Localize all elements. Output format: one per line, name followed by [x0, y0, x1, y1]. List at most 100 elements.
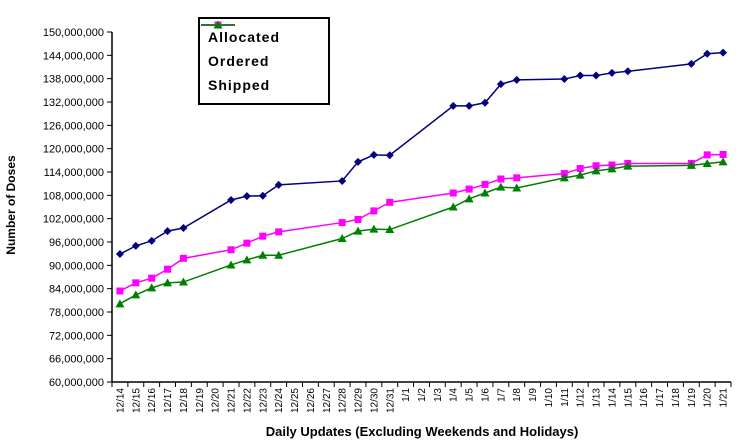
marker-ordered-12-31 [386, 198, 394, 206]
marker-ordered-12-15 [132, 279, 140, 287]
x-axis-tick-label: 12/31 [385, 388, 396, 413]
x-axis-tick-label: 1/17 [655, 388, 666, 408]
marker-shipped-1-5 [464, 194, 474, 203]
marker-ordered-12-21 [227, 246, 235, 254]
marker-shipped-12-16 [147, 283, 157, 292]
marker-allocated-12-29 [354, 157, 363, 166]
y-axis-tick-label: 144,000,000 [43, 50, 104, 62]
marker-shipped-12-28 [337, 234, 347, 242]
series-allocated [115, 48, 728, 259]
y-axis-title: Number of Doses [4, 155, 18, 255]
x-axis-tick-label: 12/24 [274, 388, 285, 413]
y-axis-tick-label: 60,000,000 [49, 377, 104, 389]
y-axis-tick-label: 72,000,000 [49, 330, 104, 342]
x-axis-tick-label: 12/25 [290, 388, 301, 413]
marker-shipped-1-21 [718, 157, 728, 166]
x-axis-tick-label: 12/18 [179, 388, 190, 413]
y-axis-tick-label: 138,000,000 [43, 74, 104, 86]
x-axis-tick-label: 1/14 [607, 388, 618, 408]
x-axis-tick-label: 12/22 [242, 388, 253, 413]
marker-allocated-12-17 [163, 227, 172, 236]
marker-allocated-1-5 [465, 101, 474, 110]
marker-shipped-1-14 [607, 164, 617, 173]
legend-label-shipped: Shipped [208, 77, 271, 93]
triangle-marker-icon [201, 20, 235, 29]
marker-allocated-12-22 [242, 192, 251, 201]
x-axis-tick-label: 1/20 [703, 388, 714, 408]
x-axis-tick-label: 1/6 [480, 388, 491, 402]
marker-ordered-12-28 [338, 219, 346, 227]
x-axis-tick-label: 1/12 [576, 388, 587, 408]
y-axis-tick-label: 126,000,000 [43, 120, 104, 132]
x-axis-tick-label: 1/5 [465, 388, 476, 402]
marker-shipped-1-15 [623, 161, 633, 170]
x-axis-tick-label: 1/19 [687, 388, 698, 408]
x-axis-tick-label: 1/4 [449, 388, 460, 402]
x-axis-tick-label: 12/16 [147, 388, 158, 413]
legend-item-shipped: Shipped [201, 20, 324, 97]
y-axis-tick-label: 90,000,000 [49, 260, 104, 272]
marker-allocated-1-6 [480, 98, 489, 107]
legend: Allocated Ordered Shipped [198, 17, 330, 105]
marker-ordered-1-6 [481, 180, 489, 188]
x-axis-tick-label: 1/21 [719, 388, 730, 408]
marker-allocated-12-16 [147, 236, 156, 245]
marker-allocated-12-31 [385, 151, 394, 160]
x-axis-tick-label: 1/3 [433, 388, 444, 402]
marker-allocated-12-21 [227, 196, 236, 204]
marker-ordered-12-17 [164, 265, 172, 273]
y-axis-tick-label: 108,000,000 [43, 190, 104, 202]
marker-ordered-12-29 [354, 215, 362, 223]
marker-shipped-12-21 [226, 260, 236, 269]
x-axis-tick-label: 1/2 [417, 388, 428, 402]
marker-allocated-12-18 [179, 224, 188, 232]
marker-allocated-12-30 [369, 150, 378, 159]
x-axis-tick-label: 1/7 [496, 388, 507, 402]
marker-shipped-1-12 [575, 170, 585, 179]
legend-item-ordered: Ordered [201, 21, 324, 73]
marker-allocated-12-23 [258, 191, 267, 200]
marker-allocated-1-20 [703, 49, 712, 58]
x-axis-tick-label: 1/8 [512, 388, 523, 402]
x-axis-tick-label: 12/23 [258, 388, 269, 413]
line-shipped [119, 161, 724, 305]
marker-shipped-1-4 [448, 202, 458, 211]
marker-shipped-12-14 [115, 299, 125, 308]
marker-shipped-1-7 [496, 182, 506, 191]
marker-allocated-1-15 [623, 67, 632, 76]
x-axis-tick-label: 12/30 [369, 388, 380, 413]
marker-shipped-12-15 [131, 290, 141, 299]
series-shipped [115, 157, 728, 308]
marker-shipped-12-23 [258, 250, 268, 259]
legend-label-ordered: Ordered [208, 53, 270, 69]
marker-allocated-12-14 [115, 250, 124, 259]
line-ordered [119, 153, 724, 292]
x-axis-title: Daily Updates (Excluding Weekends and Ho… [265, 424, 579, 439]
marker-shipped-12-22 [242, 255, 252, 264]
x-axis-tick-label: 1/10 [544, 388, 555, 408]
marker-shipped-1-6 [480, 188, 490, 197]
marker-shipped-1-19 [686, 160, 696, 169]
y-axis-tick-label: 96,000,000 [49, 237, 104, 249]
x-axis-tick-label: 1/11 [560, 388, 571, 407]
marker-allocated-1-13 [592, 71, 601, 80]
x-axis-tick-label: 12/19 [195, 388, 206, 413]
marker-ordered-1-20 [703, 151, 711, 159]
y-axis-tick-label: 66,000,000 [49, 354, 104, 366]
marker-ordered-1-5 [465, 185, 473, 193]
marker-allocated-1-7 [496, 80, 505, 89]
x-axis-tick-label: 1/13 [592, 388, 603, 408]
x-axis-tick-label: 12/20 [211, 388, 222, 413]
marker-allocated-1-14 [607, 68, 616, 77]
legend-label-allocated: Allocated [208, 29, 281, 45]
y-axis-tick-label: 114,000,000 [44, 167, 104, 179]
marker-allocated-1-19 [687, 59, 696, 68]
marker-shipped-12-29 [353, 226, 363, 235]
marker-allocated-12-24 [274, 180, 283, 189]
marker-shipped-1-8 [512, 183, 522, 192]
marker-ordered-12-24 [275, 228, 283, 236]
marker-shipped-1-20 [702, 158, 712, 167]
marker-shipped-12-30 [369, 224, 379, 233]
x-axis-tick-label: 1/16 [639, 388, 650, 408]
marker-ordered-12-23 [259, 232, 267, 240]
